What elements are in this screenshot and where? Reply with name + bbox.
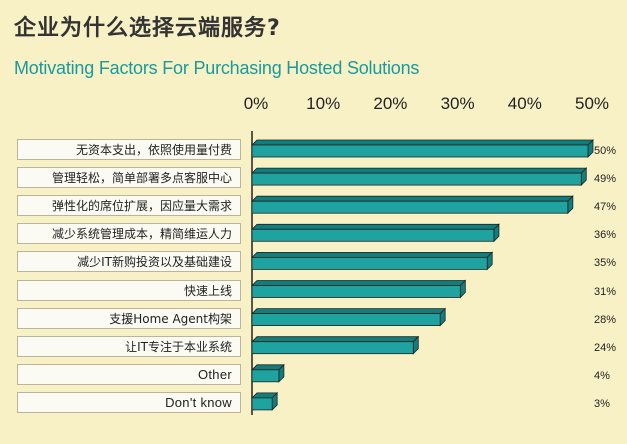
bars-group [251, 139, 594, 411]
x-tick-label: 20% [373, 94, 408, 113]
bar [251, 251, 494, 271]
bar [251, 391, 279, 411]
x-tick-label: 10% [306, 94, 341, 113]
value-label: 24% [594, 341, 617, 354]
category-label: 弹性化的席位扩展，因应量大需求 [17, 195, 241, 217]
category-label: Other [17, 363, 241, 385]
value-label: 31% [594, 285, 617, 298]
category-label: 无资本支出，依照使用量付费 [17, 139, 241, 160]
value-label: 4% [594, 369, 610, 382]
category-label: 支援Home Agent构架 [17, 307, 241, 329]
category-label: 让IT专注于本业系统 [17, 335, 241, 357]
x-tick-label: 40% [507, 94, 542, 113]
value-label: 50% [594, 145, 617, 157]
chart-title-english: Motivating Factors For Purchasing Hosted… [14, 58, 420, 78]
bar [251, 195, 574, 215]
bar [251, 279, 467, 299]
bar [251, 139, 594, 158]
value-label: 3% [594, 397, 610, 410]
category-label: 快速上线 [17, 279, 241, 301]
bar [251, 363, 285, 383]
chart-title-chinese: 企业为什么选择云端服务? [14, 16, 281, 41]
value-label: 47% [594, 201, 617, 214]
category-label: 减少IT新购投资以及基础建设 [17, 251, 241, 273]
category-label: Don't know [17, 391, 241, 413]
value-label: 35% [594, 257, 617, 270]
bar [251, 335, 420, 355]
x-tick-label: 30% [440, 94, 475, 113]
bar [251, 307, 447, 327]
value-label: 36% [594, 229, 617, 242]
value-label: 28% [594, 313, 617, 326]
x-tick-label: 0% [243, 94, 269, 113]
value-label: 49% [594, 173, 617, 186]
bar [251, 167, 588, 187]
category-label: 管理轻松，简单部署多点客服中心 [17, 167, 241, 189]
x-tick-label: 50% [574, 94, 610, 113]
category-label: 减少系统管理成本，精简维运人力 [17, 223, 241, 245]
bar [251, 223, 500, 243]
